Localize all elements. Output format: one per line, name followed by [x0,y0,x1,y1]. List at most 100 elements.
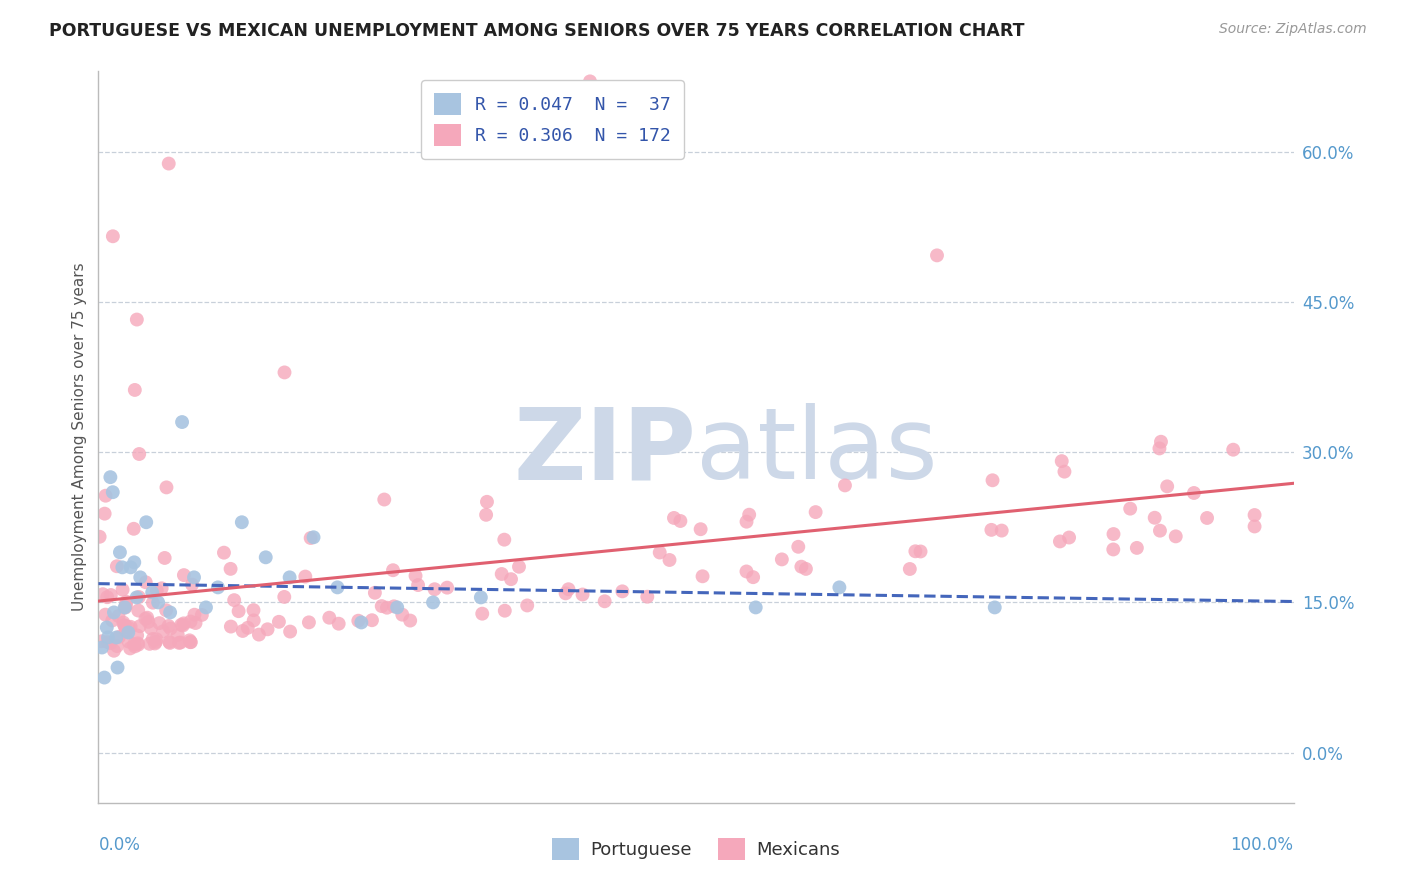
Point [470,591,492,605]
Point [191,607,214,622]
Legend: Portuguese, Mexicans: Portuguese, Mexicans [544,830,848,867]
Point [925,248,948,262]
Point [122,522,145,536]
Point [128,447,150,461]
Point [107,609,129,624]
Point [167,636,190,650]
Point [371,599,394,614]
Point [247,627,270,641]
Point [100,588,122,602]
Point [491,566,513,581]
Point [735,515,758,529]
Point [219,619,242,633]
Point [127,603,149,617]
Point [89,530,111,544]
Point [1102,527,1125,541]
Point [232,624,254,638]
Point [1049,534,1071,549]
Point [120,620,142,634]
Point [111,582,134,597]
Point [117,634,139,648]
Text: Source: ZipAtlas.com: Source: ZipAtlas.com [1219,22,1367,37]
Point [157,635,180,649]
Point [142,596,165,610]
Point [159,622,181,636]
Point [150,582,173,596]
Point [1182,486,1205,500]
Point [662,511,685,525]
Y-axis label: Unemployment Among Seniors over 75 years: Unemployment Among Seniors over 75 years [72,263,87,611]
Point [105,631,128,645]
Point [159,636,181,650]
Point [127,638,149,652]
Point [990,524,1012,538]
Point [145,635,167,649]
Point [236,621,259,635]
Point [554,586,576,600]
Point [1053,465,1076,479]
Point [1102,542,1125,557]
Point [278,570,301,584]
Point [94,489,117,503]
Point [114,600,136,615]
Point [405,569,427,583]
Point [111,560,134,574]
Point [179,633,201,648]
Text: atlas: atlas [696,403,938,500]
Point [373,492,395,507]
Point [571,587,593,601]
Point [125,591,148,605]
Point [114,618,136,632]
Point [114,600,136,615]
Point [120,560,142,574]
Point [115,595,138,609]
Point [1197,511,1219,525]
Point [350,615,373,630]
Point [129,570,152,584]
Point [1150,434,1173,449]
Point [114,624,136,639]
Point [91,587,114,601]
Point [328,616,350,631]
Point [735,565,758,579]
Point [804,505,827,519]
Point [138,615,160,629]
Point [108,545,131,559]
Point [669,514,692,528]
Point [157,619,180,633]
Point [636,590,658,604]
Point [96,590,118,604]
Point [138,637,160,651]
Point [103,606,125,620]
Point [692,569,714,583]
Point [406,578,429,592]
Point [183,570,205,584]
Point [593,594,616,608]
Point [173,616,195,631]
Point [212,546,235,560]
Point [494,533,516,547]
Point [157,156,180,170]
Point [1164,529,1187,543]
Point [94,607,117,622]
Point [910,544,932,558]
Point [273,366,295,380]
Point [134,612,156,626]
Point [520,142,543,156]
Point [224,593,246,607]
Point [184,615,207,630]
Point [98,470,122,484]
Point [122,637,145,651]
Point [90,634,112,648]
Point [1243,508,1265,522]
Point [579,74,602,88]
Text: PORTUGUESE VS MEXICAN UNEMPLOYMENT AMONG SENIORS OVER 75 YEARS CORRELATION CHART: PORTUGUESE VS MEXICAN UNEMPLOYMENT AMONG… [49,22,1025,40]
Point [155,480,177,494]
Point [117,625,139,640]
Point [145,583,167,598]
Point [1156,479,1178,493]
Point [787,540,810,554]
Point [172,415,194,429]
Point [375,600,398,615]
Point [1149,524,1171,538]
